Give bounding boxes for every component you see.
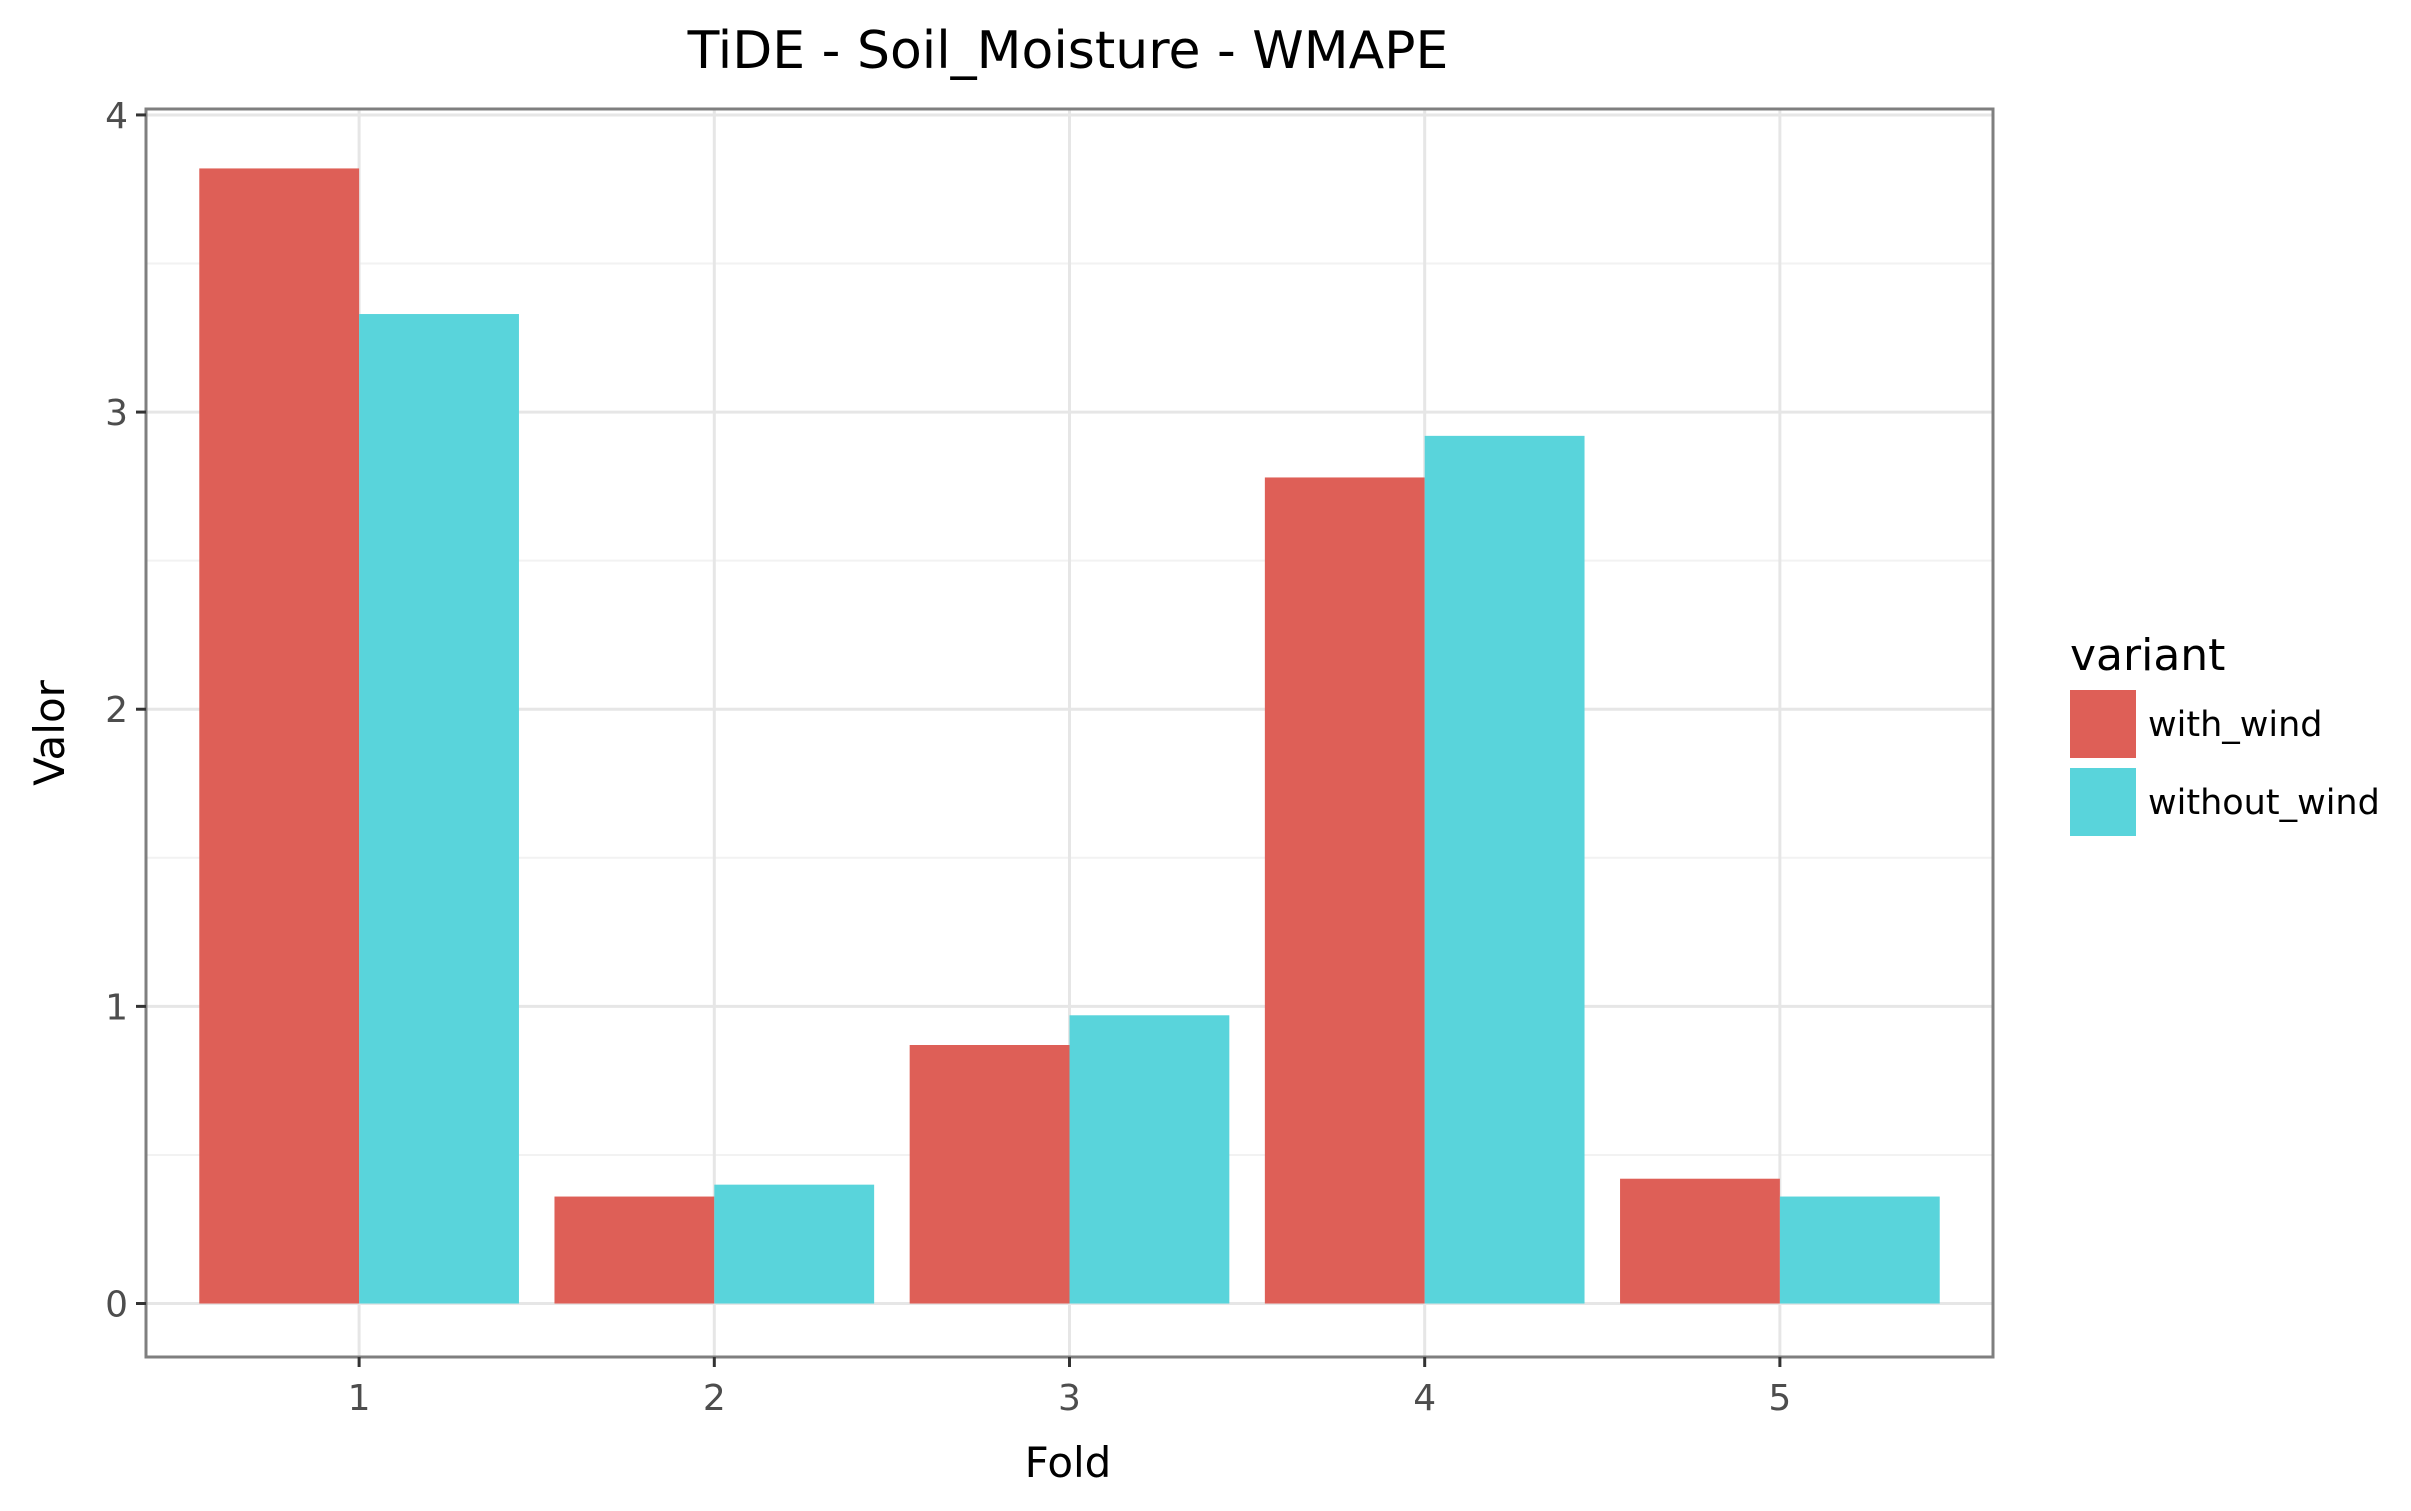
- x-tick-label: 1: [348, 1378, 371, 1419]
- legend-key-with_wind: [2070, 690, 2136, 758]
- x-tick-label: 5: [1768, 1378, 1791, 1419]
- y-tick-label: 1: [105, 987, 128, 1028]
- bar-without_wind-fold-1: [359, 314, 519, 1304]
- bar-with_wind-fold-5: [1620, 1178, 1780, 1304]
- chart-title: TiDE - Soil_Moisture - WMAPE: [687, 21, 1449, 81]
- bar-without_wind-fold-5: [1779, 1196, 1940, 1304]
- y-axis-title: Valor: [25, 679, 74, 786]
- x-axis: 1 2 3 4 5: [348, 1357, 1791, 1419]
- x-tick-label: 4: [1413, 1378, 1436, 1419]
- bar-with_wind-fold-4: [1264, 477, 1425, 1304]
- legend: variant with_wind without_wind: [2070, 630, 2380, 836]
- bar-without_wind-fold-2: [714, 1184, 875, 1304]
- legend-key-without_wind: [2070, 768, 2136, 836]
- legend-label-without_wind: without_wind: [2148, 783, 2380, 823]
- y-tick-label: 0: [105, 1285, 128, 1326]
- bar-with_wind-fold-2: [554, 1196, 715, 1304]
- legend-label-with_wind: with_wind: [2148, 705, 2323, 745]
- bars: [199, 168, 1940, 1304]
- bar-without_wind-fold-3: [1069, 1015, 1230, 1304]
- y-tick-label: 2: [105, 690, 128, 731]
- bar-with_wind-fold-3: [909, 1045, 1070, 1304]
- x-tick-label: 3: [1058, 1378, 1081, 1419]
- bar-with_wind-fold-1: [199, 168, 360, 1304]
- x-axis-title: Fold: [1025, 1438, 1112, 1487]
- y-tick-label: 3: [105, 393, 128, 434]
- legend-title: variant: [2070, 630, 2225, 681]
- y-tick-label: 4: [105, 96, 128, 137]
- y-axis: 0 1 2 3 4: [105, 96, 146, 1326]
- x-tick-label: 2: [703, 1378, 726, 1419]
- bar-without_wind-fold-4: [1424, 435, 1585, 1304]
